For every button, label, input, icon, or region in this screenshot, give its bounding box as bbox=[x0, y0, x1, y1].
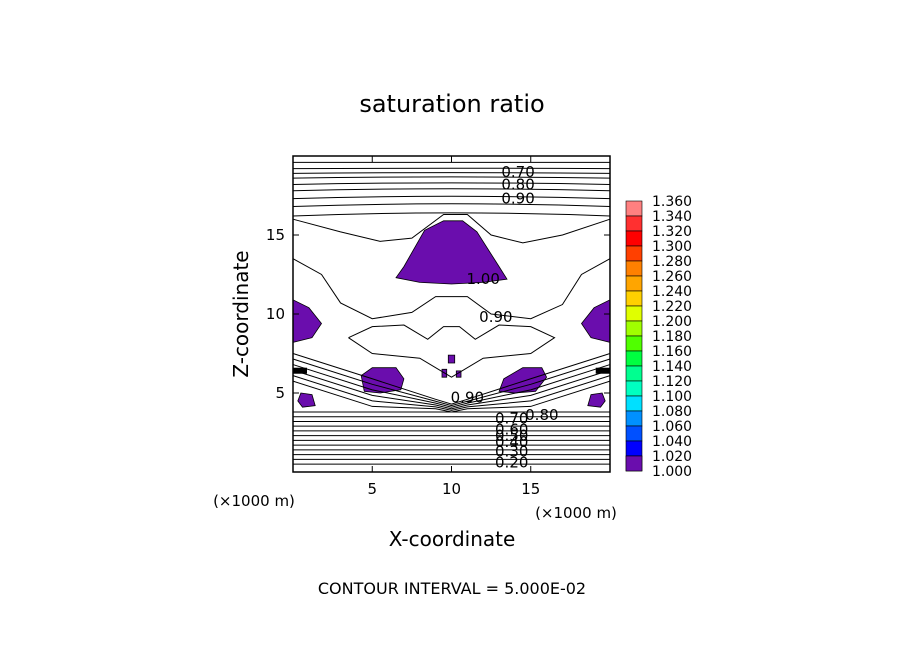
chart-title: saturation ratio bbox=[359, 90, 544, 118]
contour-label: 0.80 bbox=[501, 175, 534, 193]
colorbar-label: 1.040 bbox=[652, 434, 692, 450]
contour-line-top bbox=[292, 188, 611, 192]
colorbar-label: 1.140 bbox=[652, 359, 692, 375]
plot-background bbox=[293, 156, 610, 472]
colorbar-swatch bbox=[625, 455, 643, 472]
x-tick-label: 10 bbox=[442, 480, 461, 498]
contour-line-top bbox=[292, 176, 611, 179]
contour-label: 0.90 bbox=[479, 308, 512, 326]
contour-line-top bbox=[292, 195, 611, 200]
y-axis-label: Z-coordinate bbox=[229, 250, 253, 377]
colorbar-swatch bbox=[625, 350, 643, 367]
colorbar-swatch bbox=[625, 215, 643, 232]
y-axis-ticks: 5 10 15 bbox=[266, 226, 610, 402]
colorbar-label: 1.160 bbox=[652, 344, 692, 360]
contour-line-band bbox=[292, 364, 611, 408]
x-unit-label: (×1000 m) bbox=[535, 504, 617, 522]
colorbar-label: 1.260 bbox=[652, 269, 692, 285]
colorbar-swatch bbox=[625, 365, 643, 382]
region-right-lower-blob bbox=[587, 392, 606, 408]
x-tick-label: 15 bbox=[521, 480, 540, 498]
contour-line-band bbox=[292, 380, 611, 413]
contour-labels: 0.700.800.901.000.900.900.700.800.600.50… bbox=[451, 163, 559, 472]
colorbar-label: 1.360 bbox=[652, 194, 692, 210]
contour-label: 0.40 bbox=[495, 433, 528, 451]
colorbar-swatch bbox=[625, 440, 643, 457]
colorbar-label: 1.340 bbox=[652, 209, 692, 225]
colorbar-swatch bbox=[625, 260, 643, 277]
contour-line-top bbox=[292, 212, 611, 217]
colorbar-swatch bbox=[625, 245, 643, 262]
contour-line-band bbox=[292, 353, 611, 405]
colorbar-swatch bbox=[625, 275, 643, 292]
contour-line-top bbox=[292, 182, 611, 185]
supersaturated-regions bbox=[292, 220, 611, 408]
y-tick-label: 5 bbox=[275, 384, 285, 402]
contour-label: 0.70 bbox=[495, 409, 528, 427]
colorbar-swatch bbox=[625, 200, 643, 217]
edge-band bbox=[293, 367, 307, 374]
colorbar-label: 1.060 bbox=[652, 419, 692, 435]
region-center-spot-upper bbox=[447, 354, 456, 364]
contour-label: 0.20 bbox=[495, 454, 528, 472]
colorbar-swatch bbox=[625, 395, 643, 412]
colorbar-swatch bbox=[625, 290, 643, 307]
region-left-mid-blob bbox=[360, 367, 405, 394]
contour-line-band bbox=[292, 369, 611, 410]
colorbar-label: 1.020 bbox=[652, 449, 692, 465]
x-tick-label: 5 bbox=[367, 480, 377, 498]
colorbar-swatch bbox=[625, 410, 643, 427]
colorbar-label: 1.200 bbox=[652, 314, 692, 330]
colorbar-label: 1.080 bbox=[652, 404, 692, 420]
plot-area: 0.700.800.901.000.900.900.700.800.600.50… bbox=[292, 155, 611, 473]
z-unit-label: (×1000 m) bbox=[213, 492, 295, 510]
contour-label: 0.90 bbox=[501, 190, 534, 208]
contour-line-095 bbox=[292, 213, 611, 244]
contour-label: 0.60 bbox=[495, 420, 528, 438]
contour-label: 1.00 bbox=[466, 270, 499, 288]
colorbar-label: 1.300 bbox=[652, 239, 692, 255]
contour-label: 0.50 bbox=[495, 427, 528, 445]
contour-line-band bbox=[292, 375, 611, 411]
colorbar-label: 1.120 bbox=[652, 374, 692, 390]
colorbar-label: 1.280 bbox=[652, 254, 692, 270]
x-axis-ticks: 5 10 15 bbox=[367, 156, 540, 498]
contour-line-090 bbox=[292, 258, 611, 320]
colorbar-swatch bbox=[625, 305, 643, 322]
y-tick-label: 15 bbox=[266, 226, 285, 244]
x-axis-label: X-coordinate bbox=[389, 527, 516, 551]
contour-label: 0.30 bbox=[495, 442, 528, 460]
edge-band bbox=[595, 367, 610, 374]
colorbar-swatch bbox=[625, 320, 643, 337]
colorbar-swatch bbox=[625, 230, 643, 247]
colorbar-swatch bbox=[625, 380, 643, 397]
region-left-lower-blob bbox=[297, 392, 316, 408]
colorbar-swatch bbox=[625, 425, 643, 442]
contour-line-top bbox=[292, 172, 611, 174]
colorbar-label: 1.100 bbox=[652, 389, 692, 405]
contour-lines bbox=[292, 161, 611, 465]
y-tick-label: 10 bbox=[266, 305, 285, 323]
colorbar-label: 1.320 bbox=[652, 224, 692, 240]
colorbar-label: 1.220 bbox=[652, 299, 692, 315]
contour-line-band bbox=[292, 358, 611, 407]
contour-label: 0.70 bbox=[501, 163, 534, 181]
colorbar: 1.3601.3401.3201.3001.2801.2601.2401.220… bbox=[625, 194, 692, 480]
colorbar-label: 1.000 bbox=[652, 464, 692, 480]
region-upper-cloud bbox=[395, 220, 508, 285]
contour-label: 0.90 bbox=[451, 389, 484, 407]
contour-line-inner bbox=[348, 324, 556, 378]
contour-interval-note: CONTOUR INTERVAL = 5.000E-02 bbox=[318, 579, 586, 598]
colorbar-label: 1.180 bbox=[652, 329, 692, 345]
contour-label: 0.80 bbox=[525, 406, 558, 424]
colorbar-swatch bbox=[625, 335, 643, 352]
contour-line-top bbox=[292, 203, 611, 208]
colorbar-label: 1.240 bbox=[652, 284, 692, 300]
